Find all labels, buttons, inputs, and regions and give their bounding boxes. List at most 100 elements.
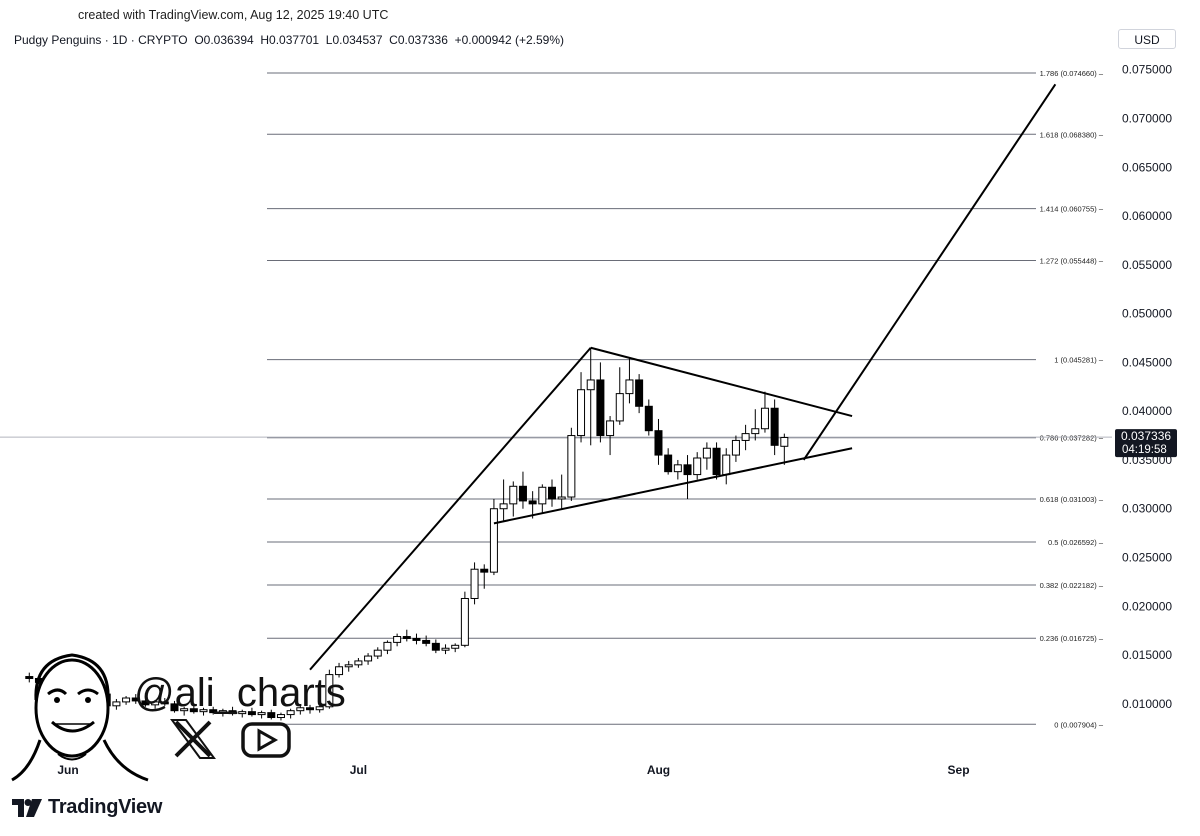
candle-body	[731, 439, 740, 456]
candle	[702, 442, 711, 470]
candle-body	[683, 464, 692, 476]
trendlines	[309, 83, 1057, 671]
y-tick-label: 0.065000	[1122, 160, 1172, 174]
candle-body	[509, 485, 518, 505]
fib-label: 1 (0.045281) –	[1054, 356, 1104, 365]
symbol-name[interactable]: Pudgy Penguins · 1D · CRYPTO	[14, 33, 188, 47]
candle-body	[247, 711, 256, 716]
fib-label: 1.272 (0.055448) –	[1040, 256, 1104, 265]
candle	[731, 435, 740, 462]
ohlc-low: L0.034537	[325, 33, 383, 47]
candle-body	[373, 649, 382, 657]
y-tick-label: 0.055000	[1122, 258, 1172, 272]
candle	[373, 647, 382, 659]
candle-body	[644, 405, 653, 432]
fib-label: 0.382 (0.022182) –	[1040, 581, 1104, 590]
candle	[170, 700, 179, 713]
candle-body	[780, 437, 789, 447]
ohlc-high: H0.037701	[260, 33, 320, 47]
candle-body	[344, 664, 353, 668]
candle	[364, 653, 373, 665]
candle	[315, 705, 324, 713]
candle	[451, 643, 460, 653]
candle-body	[441, 647, 450, 651]
price-badge-bg	[1115, 429, 1177, 458]
candle-body	[702, 447, 711, 459]
candle-body	[189, 708, 198, 713]
author-handle: @ali_charts	[134, 671, 346, 715]
candle	[460, 591, 469, 648]
candle-body	[518, 485, 527, 502]
candle-body	[170, 703, 179, 712]
candle	[499, 479, 508, 521]
candle	[267, 709, 276, 720]
candle-body	[741, 433, 750, 441]
candle	[180, 706, 189, 716]
candle	[644, 399, 653, 436]
candle-body	[25, 676, 34, 679]
candle	[131, 694, 140, 704]
candle-body	[567, 435, 576, 498]
candle-body	[238, 711, 247, 715]
y-tick-label: 0.060000	[1122, 209, 1172, 223]
currency-button[interactable]: USD	[1118, 29, 1176, 49]
x-icon[interactable]	[170, 719, 216, 759]
candle-body	[577, 389, 586, 437]
candle-body	[122, 697, 131, 703]
fib-label: 0.786 (0.037282) –	[1040, 434, 1104, 443]
y-tick-label: 0.030000	[1122, 502, 1172, 516]
candle-body	[257, 712, 266, 716]
y-tick-label: 0.010000	[1122, 697, 1172, 711]
candle	[247, 707, 256, 717]
candle-body	[538, 486, 547, 505]
candle-body	[596, 379, 605, 437]
candle	[441, 644, 450, 655]
candle	[209, 706, 218, 715]
candle-body	[470, 568, 479, 599]
candle	[335, 662, 344, 678]
candle	[238, 709, 247, 718]
candle	[538, 484, 547, 514]
candle	[741, 424, 750, 451]
candle-body	[364, 655, 373, 662]
x-tick-label: Aug	[647, 763, 670, 777]
trendline-target	[802, 83, 1057, 461]
tradingview-logo-text: TradingView	[48, 796, 163, 818]
candle	[586, 347, 595, 446]
ohlc-open: O0.036394	[194, 33, 254, 47]
candle	[683, 455, 692, 499]
candle-body	[286, 710, 295, 716]
candle	[770, 399, 779, 456]
x-tick-label: Jun	[57, 763, 78, 777]
candle-body	[431, 642, 440, 651]
candle-body	[451, 644, 460, 649]
x-tick-label: Jul	[350, 763, 367, 777]
candle	[218, 708, 227, 717]
candle	[257, 710, 266, 719]
candle	[606, 416, 615, 456]
candle-body	[422, 639, 431, 644]
ohlc-close: C0.037336	[389, 33, 448, 47]
candle	[577, 372, 586, 443]
candle	[354, 658, 363, 668]
fib-label: 1.414 (0.060755) –	[1040, 205, 1104, 214]
candle	[189, 704, 198, 714]
youtube-icon[interactable]	[241, 722, 291, 758]
price-axis: 0.075000 0.070000 0.065000 0.060000 0.055000…	[1122, 63, 1172, 711]
fib-label: 0.236 (0.016725) –	[1040, 634, 1104, 643]
candle-body	[760, 407, 769, 430]
candle	[431, 639, 440, 654]
candle	[306, 704, 314, 714]
candle-body	[625, 379, 634, 395]
candle	[325, 669, 334, 709]
candle-body	[325, 674, 334, 708]
candle-body	[528, 500, 537, 505]
fib-label: 0 (0.007904) –	[1054, 720, 1104, 729]
candle-body	[199, 709, 208, 713]
candle	[470, 562, 479, 605]
candle	[112, 698, 121, 710]
tradingview-logo[interactable]: TradingView	[12, 796, 162, 819]
candle-body	[606, 420, 615, 437]
candle-body	[354, 660, 363, 666]
